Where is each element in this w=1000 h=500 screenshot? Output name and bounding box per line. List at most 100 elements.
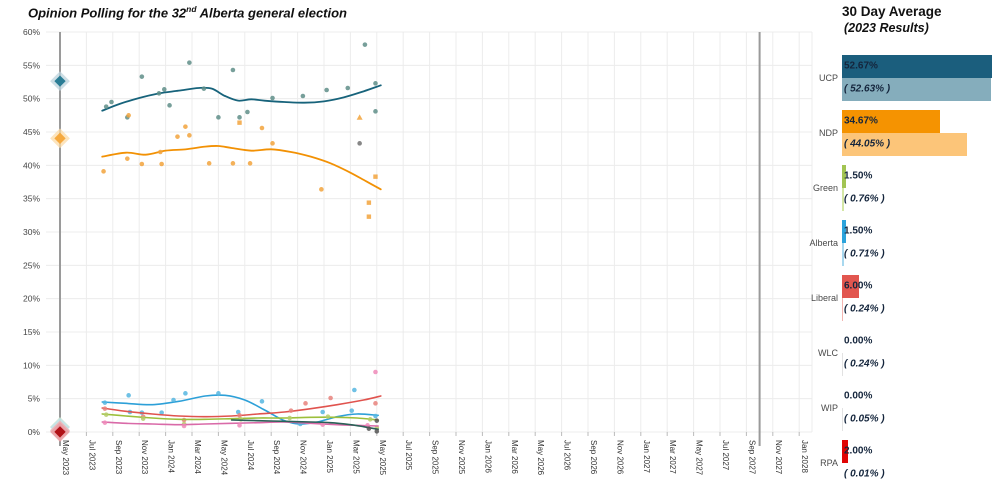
x-tick-label: Nov 2027	[774, 440, 783, 475]
current-average-bar: 2.00%	[842, 439, 872, 463]
x-tick-label: Jan 2025	[325, 440, 334, 473]
legend-row-ndp: NDP 34.67% ( 44.05% )	[808, 105, 1000, 160]
wlc-poll-point	[374, 429, 380, 434]
polling-chart: 0% 5% 10% 15% 20% 25% 30% 35% 40% 45% 50% 55% 60% May…	[23, 27, 813, 476]
y-tick-label: 15%	[23, 327, 40, 337]
legend-row-wip: WIP 0.00% ( 0.05% )	[808, 380, 1000, 435]
x-tick-label: May 2025	[378, 440, 387, 476]
page-title: Opinion Polling for the 32nd Alberta gen…	[28, 4, 347, 20]
result-2023-value: ( 0.01% )	[844, 468, 885, 480]
alberta-poll-point	[102, 400, 108, 405]
ndp-trend-line	[101, 145, 382, 191]
legend-row-alberta: Alberta 1.50% ( 0.71% )	[808, 215, 1000, 270]
x-tick-label: Mar 2025	[351, 440, 360, 474]
party-label: UCP	[818, 72, 838, 83]
alberta-poll-point	[216, 391, 221, 396]
alberta-poll-point	[259, 399, 265, 404]
result-2023-value: ( 0.24% )	[844, 303, 885, 315]
ndp-poll-point	[366, 214, 372, 219]
alberta-poll-point	[373, 413, 378, 419]
alberta-poll-point	[349, 408, 355, 413]
ucp-poll-point	[324, 87, 329, 93]
current-average-bar: 1.50%	[842, 164, 872, 188]
wip-poll-point	[237, 423, 242, 428]
y-tick-label: 30%	[23, 227, 40, 237]
ucp-trend-line	[101, 84, 382, 112]
current-average-value: 1.50%	[844, 170, 873, 182]
party-label: Green	[812, 182, 838, 193]
ucp-poll-point	[345, 85, 351, 91]
wlc-trend-line	[230, 419, 379, 431]
x-tick-label: Sep 2026	[589, 440, 598, 475]
x-tick-label: Nov 2026	[615, 440, 624, 475]
x-tick-label: Sep 2025	[431, 440, 440, 475]
ucp-poll-point	[187, 60, 192, 65]
ndp-poll-point	[139, 161, 145, 167]
legend-rows: UCP 52.67% ( 52.63% ) NDP 34.67% ( 44.05% ) Gr…	[808, 50, 1000, 490]
green-poll-point	[287, 415, 292, 421]
party-label: WIP	[821, 402, 838, 413]
current-average-bar: 52.67%	[842, 54, 992, 78]
legend-title: 30 Day Average	[842, 4, 942, 19]
ndp-series	[101, 113, 382, 219]
result-2023-bar: ( 44.05% )	[842, 132, 968, 156]
party-bars: 0.00% ( 0.24% )	[842, 330, 1000, 376]
current-average-value: 6.00%	[844, 280, 873, 292]
x-tick-label: Nov 2023	[140, 440, 149, 475]
x-tick-label: Jul 2027	[721, 440, 730, 471]
x-tick-label: Jul 2023	[87, 440, 96, 471]
ucp-poll-point	[103, 104, 109, 109]
ndp-poll-point	[126, 113, 131, 118]
ucp-poll-point	[230, 67, 236, 73]
ndp-poll-point	[366, 200, 372, 205]
current-average-value: 34.67%	[844, 115, 878, 127]
results-2023-markers	[50, 71, 70, 442]
result-2023-bar: ( 0.24% )	[842, 352, 885, 376]
alberta-poll-point	[126, 393, 131, 398]
current-average-value: 0.00%	[844, 335, 873, 347]
ucp-poll-point	[161, 87, 167, 92]
current-average-value: 2.00%	[844, 445, 873, 457]
ucp-poll-point	[270, 95, 275, 101]
liberal-poll-point	[102, 406, 108, 411]
x-tick-label: Jul 2024	[246, 440, 255, 471]
ucp-poll-point	[373, 109, 378, 114]
party-bars: 6.00% ( 0.24% )	[842, 274, 1000, 321]
liberal-poll-point	[237, 413, 242, 418]
axis-labels: 0% 5% 10% 15% 20% 25% 30% 35% 40% 45% 50% 55% 60% May…	[23, 27, 809, 476]
result-2023-bar: ( 0.24% )	[842, 297, 885, 321]
result-diamond-rpa	[54, 426, 66, 438]
x-tick-label: Jan 2027	[642, 440, 651, 473]
x-tick-label: May 2027	[695, 440, 704, 476]
party-bars: 34.67% ( 44.05% )	[842, 109, 1000, 156]
legend-row-ucp: UCP 52.67% ( 52.63% )	[808, 50, 1000, 105]
x-tick-label: Jul 2026	[563, 440, 572, 471]
ndp-poll-point	[230, 161, 236, 166]
current-average-value: 52.67%	[844, 60, 878, 72]
ndp-poll-point	[158, 149, 163, 155]
ndp-poll-point	[187, 133, 192, 138]
ndp-poll-point	[356, 114, 363, 120]
party-bars: 2.00% ( 0.01% )	[842, 439, 1000, 486]
liberal-poll-point	[288, 408, 294, 413]
y-tick-label: 35%	[23, 194, 40, 204]
alberta-poll-point	[159, 410, 164, 415]
result-2023-value: ( 44.05% )	[844, 138, 891, 150]
legend-row-wlc: WLC 0.00% ( 0.24% )	[808, 325, 1000, 380]
title-prefix: Opinion Polling for the 32	[28, 5, 187, 21]
current-average-bar: 1.50%	[842, 219, 872, 243]
ucp-poll-point	[139, 74, 145, 79]
ndp-poll-point	[270, 141, 275, 146]
party-label: Liberal	[810, 292, 838, 303]
liberal-poll-point	[328, 395, 333, 401]
x-tick-label: May 2026	[536, 440, 545, 476]
party-label: WLC	[818, 347, 838, 358]
legend-subtitle: (2023 Results)	[844, 21, 929, 35]
wip-trend-line	[101, 421, 379, 427]
y-tick-label: 50%	[23, 94, 40, 104]
y-tick-label: 45%	[23, 127, 40, 137]
election-date-lines	[59, 32, 761, 446]
liberal-poll-point	[373, 401, 378, 406]
ucp-poll-point	[362, 42, 368, 47]
